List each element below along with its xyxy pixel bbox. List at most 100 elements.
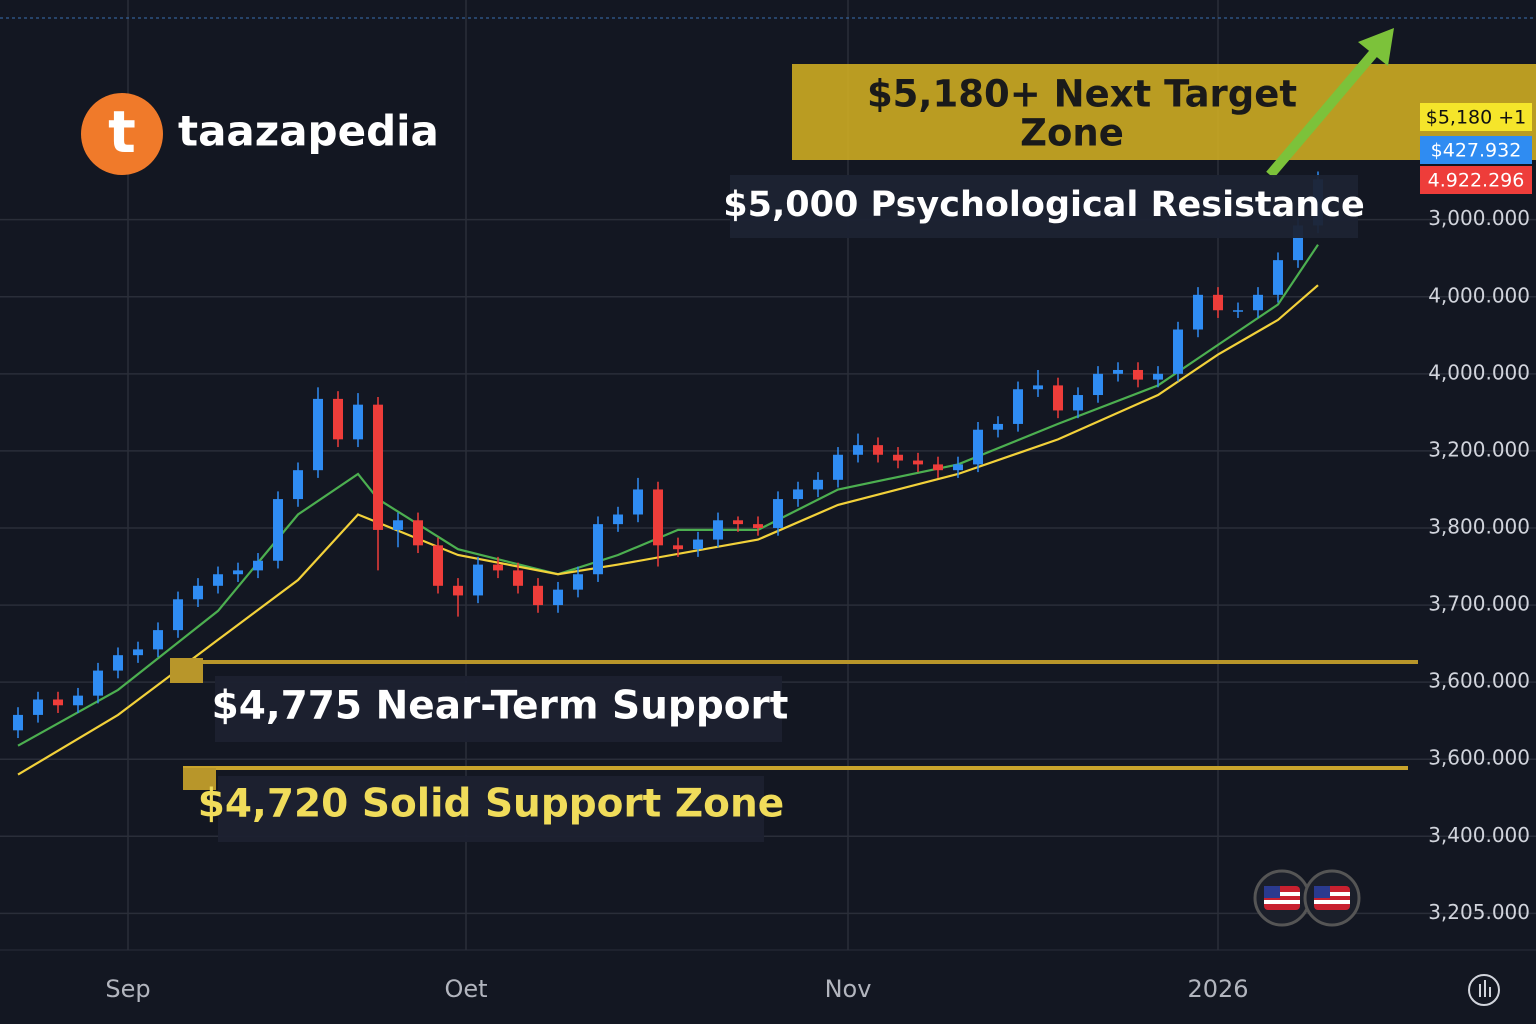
y-tick-label: 3,400.000	[1428, 823, 1530, 847]
moving-average	[17, 284, 1319, 776]
candle-body	[1073, 395, 1083, 411]
candle-body	[393, 520, 403, 530]
arrow	[1266, 44, 1382, 179]
candle-body	[713, 520, 723, 540]
candle-body	[293, 470, 303, 500]
candle-body	[1233, 310, 1243, 312]
y-tick-label: 4,000.000	[1428, 360, 1530, 384]
annotation: $4,775 Near-Term Support	[212, 684, 789, 729]
settings-icon[interactable]	[1468, 974, 1500, 1006]
candle-body	[473, 564, 483, 596]
candle-body	[353, 404, 363, 440]
candle-body	[893, 454, 903, 461]
candle-body	[1193, 294, 1203, 330]
target-zone	[792, 64, 1536, 160]
annotation-box	[730, 175, 1358, 238]
candle-body	[533, 585, 543, 606]
candle-body	[1133, 369, 1143, 380]
candle-body	[593, 524, 603, 575]
price-tag	[1420, 136, 1532, 164]
candle-body	[313, 398, 323, 471]
candle-body	[573, 574, 583, 590]
candle-body	[413, 520, 423, 546]
candle-body	[73, 695, 83, 706]
annotation: $5,000 Psychological Resistance	[723, 185, 1364, 225]
candle-body	[153, 630, 163, 650]
candle-body	[33, 699, 43, 715]
candle-body	[53, 699, 63, 706]
y-tick-label: 3,000.000	[1428, 206, 1530, 230]
arrow-head	[1358, 28, 1394, 66]
candle-body	[1093, 373, 1103, 396]
y-tick-label: 3,600.000	[1428, 669, 1530, 693]
candle-body	[1113, 369, 1123, 374]
candle-body	[753, 524, 763, 528]
candle-body	[1153, 373, 1163, 380]
flag-icons	[1253, 869, 1361, 927]
price-tag	[1420, 103, 1532, 131]
candle-body	[993, 423, 1003, 430]
candle-body	[1213, 294, 1223, 311]
candle-body	[333, 398, 343, 440]
candle-body	[953, 464, 963, 471]
candle-body	[453, 585, 463, 596]
candle-body	[173, 599, 183, 631]
annotation: $5,180+ Next Target	[867, 73, 1297, 116]
annotation-box	[215, 676, 782, 742]
candle-body	[973, 429, 983, 465]
support-marker	[170, 658, 203, 683]
candle-body	[513, 570, 523, 586]
candle-body	[913, 460, 923, 465]
candle-body	[653, 489, 663, 546]
candle-body	[193, 585, 203, 600]
candle-body	[1253, 294, 1263, 311]
x-tick-label: Nov	[825, 975, 872, 1003]
candle-body	[493, 564, 503, 571]
y-tick-label: 3,205.000	[1428, 900, 1530, 924]
y-tick-label: 4,000.000	[1428, 283, 1530, 307]
candle-body	[793, 489, 803, 500]
candle-body	[613, 514, 623, 525]
candle-body	[273, 499, 283, 561]
marks	[13, 171, 1323, 776]
candle-body	[213, 574, 223, 586]
annotation: $4,720 Solid Support Zone	[198, 782, 784, 827]
candle-body	[633, 489, 643, 515]
logo-letter: t	[108, 98, 136, 166]
candle-body	[133, 649, 143, 656]
price-tag	[1420, 166, 1532, 194]
candle-body	[1173, 329, 1183, 374]
candle-body	[1053, 385, 1063, 411]
x-tick-label: 2026	[1187, 975, 1248, 1003]
candle-body	[933, 464, 943, 471]
moving-average	[17, 244, 1319, 747]
price-tag-label: 4.922.296	[1428, 170, 1525, 192]
y-tick-label: 3,800.000	[1428, 514, 1530, 538]
candle-body	[1033, 385, 1043, 390]
candle-body	[233, 570, 243, 575]
y-tick-label: 3,600.000	[1428, 746, 1530, 770]
candle-body	[1273, 260, 1283, 295]
candle-body	[13, 714, 23, 731]
candle-body	[853, 445, 863, 455]
candle-body	[873, 445, 883, 455]
candle-body	[113, 655, 123, 671]
logo-icon	[81, 93, 163, 175]
candle-body	[93, 670, 103, 696]
candle-body	[733, 520, 743, 525]
candle-body	[693, 539, 703, 550]
annotation: Zone	[1020, 112, 1124, 155]
annotation-box	[218, 776, 764, 842]
price-tag-label: $427.932	[1431, 140, 1522, 162]
candle-body	[833, 454, 843, 480]
candle-body	[253, 560, 263, 571]
candle-body	[433, 545, 443, 586]
support-marker	[183, 768, 216, 790]
x-tick-label: Sep	[105, 975, 150, 1003]
candle-body	[1293, 225, 1303, 261]
candle-body	[773, 499, 783, 528]
logo-text: taazapedia	[178, 107, 439, 156]
candle-body	[813, 479, 823, 490]
